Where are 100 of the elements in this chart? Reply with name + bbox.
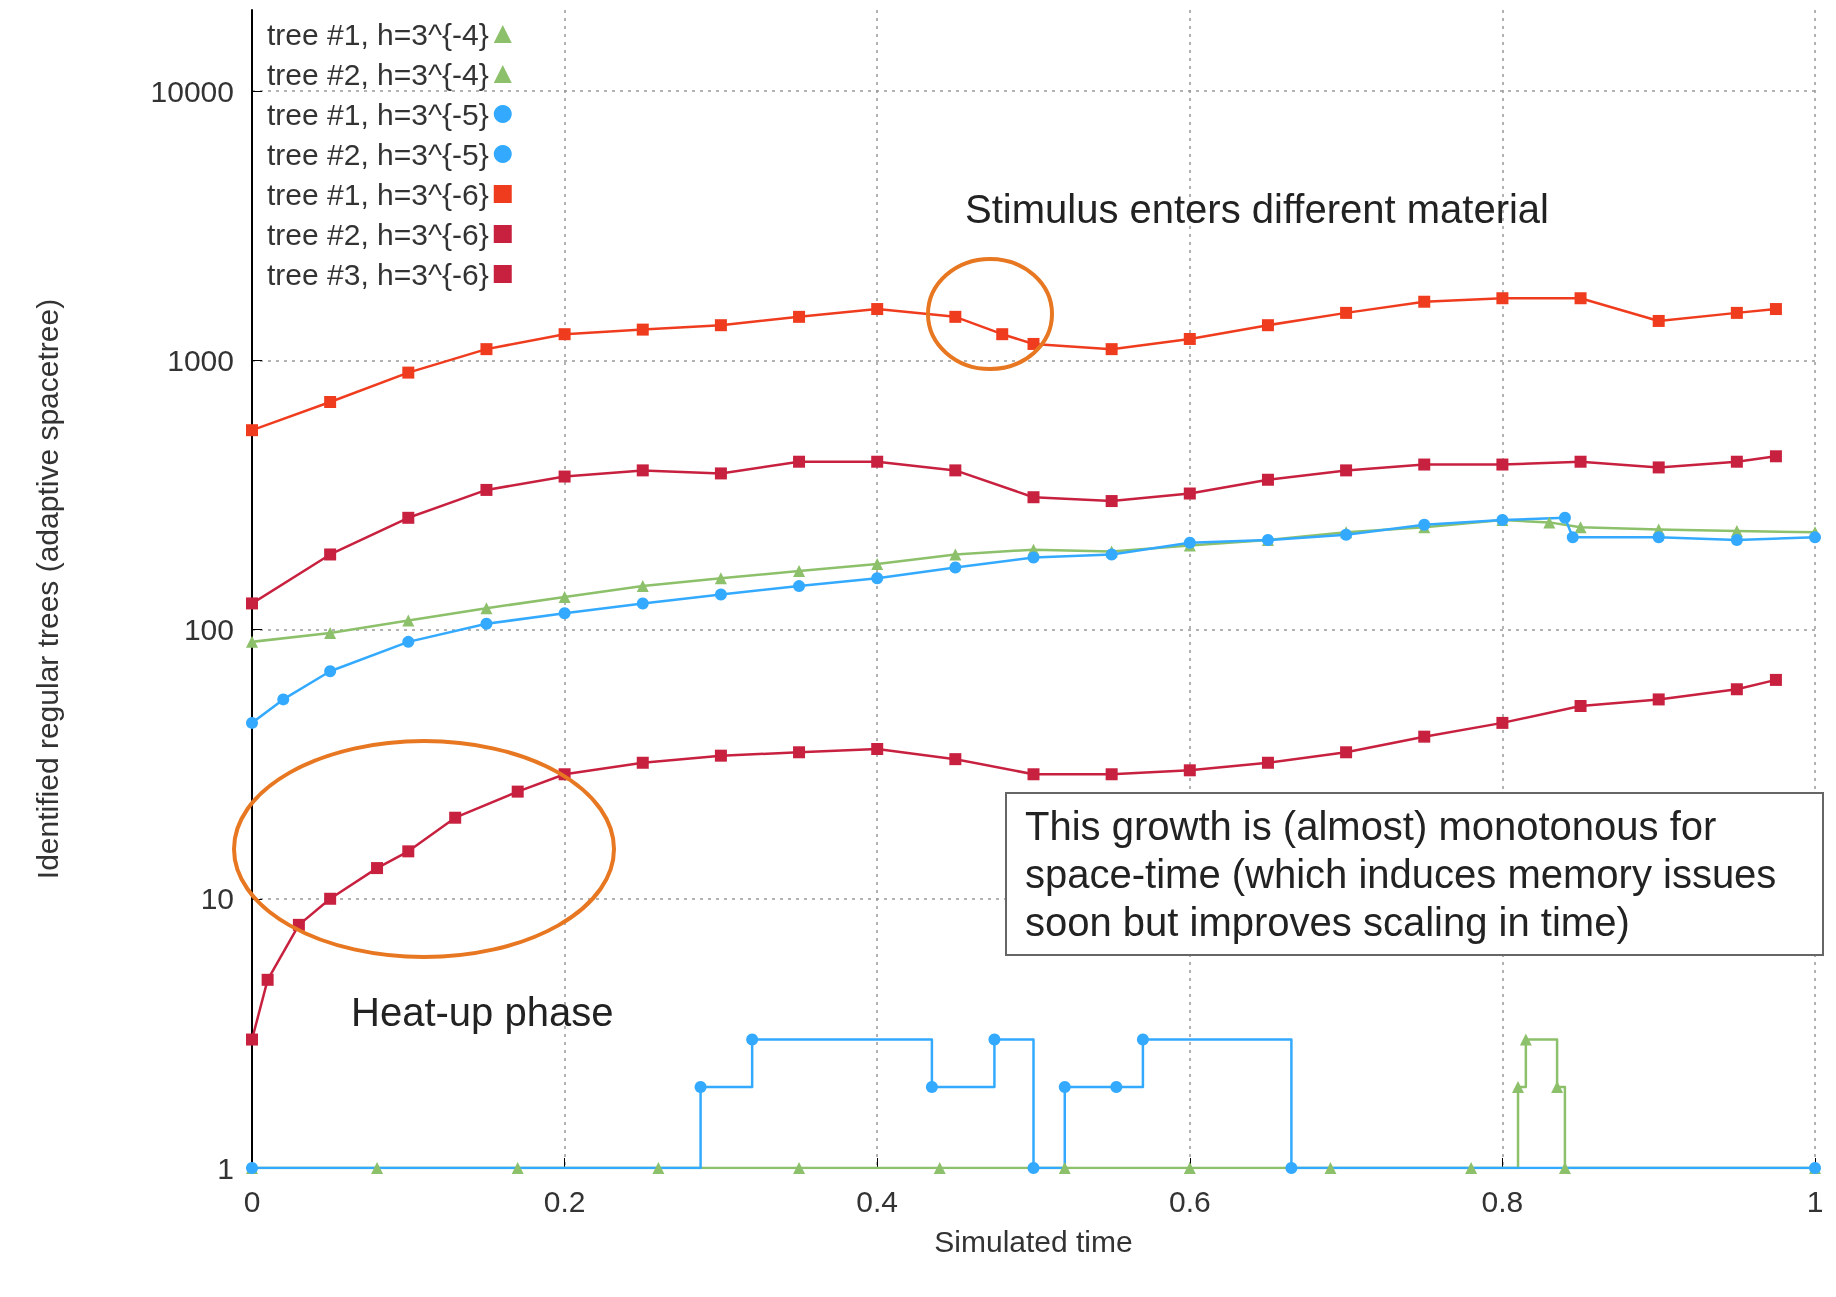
point [1574, 455, 1587, 468]
point [1558, 511, 1571, 524]
point [1652, 531, 1665, 544]
y-axis-title: Identified regular trees (adaptive spacetree) [30, 298, 64, 880]
point [949, 464, 962, 477]
point [1183, 487, 1196, 500]
point [996, 328, 1009, 341]
point [871, 572, 884, 585]
point [793, 1162, 806, 1174]
point [1105, 343, 1118, 356]
point [1574, 699, 1587, 712]
point [1027, 1162, 1040, 1174]
point [1566, 531, 1579, 544]
y-tick-label: 10000 [150, 74, 234, 108]
point [480, 617, 493, 630]
point [933, 1162, 946, 1174]
point [558, 591, 571, 604]
point [1730, 534, 1743, 547]
point [636, 597, 649, 610]
point [246, 597, 258, 610]
point [1652, 461, 1665, 474]
legend-label: tree #1, h=3^{-6} [267, 177, 489, 211]
point [402, 845, 415, 858]
point [1027, 491, 1040, 504]
point [324, 665, 337, 678]
point [1418, 730, 1431, 743]
point [402, 366, 415, 379]
point [449, 811, 462, 824]
point [636, 323, 649, 336]
x-tick-label: 0.8 [1481, 1184, 1524, 1218]
point [1465, 1162, 1478, 1174]
point [1058, 1162, 1071, 1174]
point [480, 602, 493, 615]
point [714, 572, 727, 585]
point [714, 749, 727, 762]
point [324, 395, 337, 408]
point [694, 1080, 707, 1093]
point [511, 1162, 524, 1174]
point [246, 716, 258, 729]
point [324, 892, 337, 905]
legend-label: tree #2, h=3^{-4} [267, 57, 489, 91]
point [949, 310, 962, 323]
point [1058, 1080, 1071, 1093]
y-tick-label: 100 [183, 613, 234, 647]
point [949, 548, 962, 561]
point [1136, 1033, 1149, 1046]
x-tick-label: 0.2 [543, 1184, 586, 1218]
point [1105, 768, 1118, 781]
legend-label: tree #3, h=3^{-6} [267, 257, 489, 291]
y-tick-label: 10 [200, 882, 234, 916]
point [1261, 319, 1274, 332]
point [1543, 516, 1556, 529]
point [1418, 458, 1431, 471]
point [1769, 673, 1782, 686]
point [1574, 521, 1587, 534]
point [714, 319, 727, 332]
x-tick-label: 0.4 [856, 1184, 899, 1218]
point [871, 742, 884, 755]
x-axis-title: Simulated time [934, 1224, 1133, 1258]
point [1324, 1162, 1337, 1174]
point [1519, 1033, 1532, 1046]
point [988, 1033, 1001, 1046]
point [1769, 303, 1782, 316]
point [1730, 683, 1743, 696]
point [1652, 693, 1665, 706]
point [793, 746, 806, 759]
x-tick-label: 0.6 [1168, 1184, 1211, 1218]
point [402, 635, 415, 648]
annotation: Heat-up phase [351, 989, 614, 1036]
point [402, 511, 415, 524]
point [261, 973, 274, 986]
point [1027, 768, 1040, 781]
point [1105, 495, 1118, 508]
point [1574, 292, 1587, 305]
point [371, 1162, 384, 1174]
point [1285, 1162, 1298, 1174]
point [636, 580, 649, 593]
point [1183, 1162, 1196, 1174]
point [1512, 1080, 1525, 1093]
point [746, 1033, 759, 1046]
point [925, 1080, 938, 1093]
point [246, 1033, 258, 1046]
annotation: This growth is (almost) monotonous for space-time (which induces memory issues soon but improves scaling in time) [1005, 792, 1824, 956]
point [324, 627, 337, 640]
point [558, 328, 571, 341]
point [480, 483, 493, 496]
x-tick-label: 1 [1806, 1184, 1824, 1218]
point [871, 455, 884, 468]
point [1496, 292, 1509, 305]
point [246, 635, 258, 648]
point [324, 548, 337, 561]
point [636, 756, 649, 769]
point [1730, 306, 1743, 319]
point [793, 564, 806, 577]
point [246, 424, 258, 437]
point [371, 862, 384, 875]
point [793, 580, 806, 593]
annotation: Stimulus enters different material [965, 186, 1549, 233]
legend-label: tree #1, h=3^{-5} [267, 97, 489, 131]
point [871, 558, 884, 571]
